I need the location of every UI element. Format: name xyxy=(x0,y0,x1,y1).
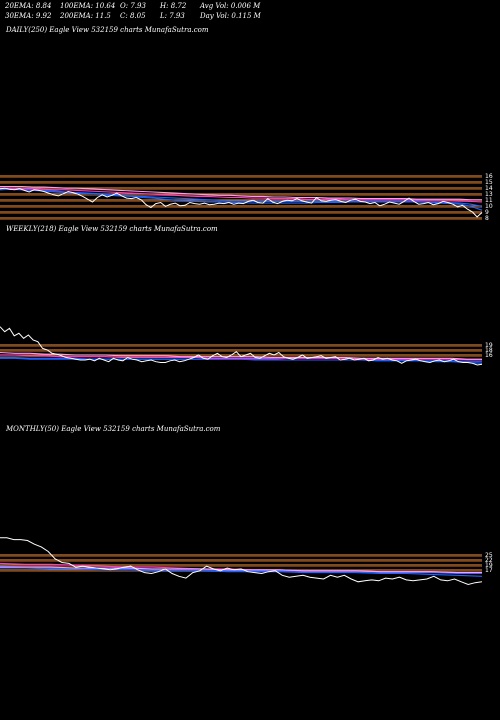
stat-high: H: 8.72 xyxy=(160,2,187,10)
stat-ema100: 100EMA: 10.64 xyxy=(60,2,116,10)
y-tick-label: 9 xyxy=(485,209,489,216)
stat-day-vol: Day Vol: 0.115 M xyxy=(200,12,261,20)
y-tick-label: 19 xyxy=(485,562,493,569)
y-tick-label: 17 xyxy=(485,567,493,574)
stat-avg-vol: Avg Vol: 0.006 M xyxy=(200,2,261,10)
monthly-chart-panel: MONTHLY(50) Eagle View 532159 charts Mun… xyxy=(0,425,500,625)
stat-open: O: 7.93 xyxy=(120,2,146,10)
y-tick-label: 15 xyxy=(485,179,493,186)
weekly-chart-title: WEEKLY(218) Eagle View 532159 charts Mun… xyxy=(6,225,218,233)
monthly-chart-title: MONTHLY(50) Eagle View 532159 charts Mun… xyxy=(6,425,221,433)
price-line xyxy=(0,537,483,586)
y-tick-label: 19 xyxy=(485,342,493,349)
series-ema30 xyxy=(0,188,483,207)
series-ema100 xyxy=(0,354,482,361)
series-ema30 xyxy=(0,356,482,363)
y-tick-label: 16 xyxy=(485,352,493,359)
y-tick-label: 25 xyxy=(485,552,493,559)
y-tick-label: 16 xyxy=(485,173,493,180)
stat-ema30: 30EMA: 9.92 xyxy=(5,12,52,20)
y-tick-label: 22 xyxy=(485,557,493,564)
y-tick-label: 13 xyxy=(485,191,493,198)
weekly-chart-panel: WEEKLY(218) Eagle View 532159 charts Mun… xyxy=(0,225,500,425)
stat-ema200: 200EMA: 11.5 xyxy=(60,12,111,20)
series-ema200 xyxy=(0,185,482,201)
y-tick-label: 14 xyxy=(485,185,493,192)
y-tick-label: 18 xyxy=(485,347,493,354)
daily-chart-title: DAILY(250) Eagle View 532159 charts Muna… xyxy=(6,26,209,34)
y-tick-label: 11 xyxy=(485,197,493,204)
stat-low: L: 7.93 xyxy=(160,12,185,20)
price-line xyxy=(0,326,483,366)
series-ema100 xyxy=(0,187,483,203)
daily-chart-panel: DAILY(250) Eagle View 532159 charts Muna… xyxy=(0,26,500,236)
y-tick-label: 8 xyxy=(485,215,489,222)
series-ema200 xyxy=(0,566,482,574)
price-line xyxy=(0,187,483,218)
y-tick-label: 10 xyxy=(485,203,493,210)
stats-header: 20EMA: 8.84 100EMA: 10.64 O: 7.93 H: 8.7… xyxy=(0,0,500,22)
series-ema20 xyxy=(0,567,483,577)
stat-ema20: 20EMA: 8.84 xyxy=(5,2,52,10)
stat-close: C: 8.05 xyxy=(120,12,146,20)
